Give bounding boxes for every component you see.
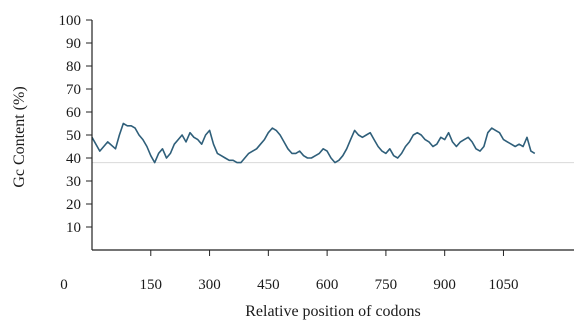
x-tick-label: 150 (140, 277, 163, 293)
x-tick-label: 1050 (488, 277, 518, 293)
y-tick-label: 10 (66, 220, 81, 236)
y-tick-label: 60 (66, 105, 81, 121)
x-axis-title: Relative position of codons (245, 303, 421, 320)
x-axis: 0 150 300 450 600 750 900 1050 (60, 249, 574, 293)
y-tick-label: 90 (66, 36, 81, 52)
x-tick-label: 0 (60, 277, 68, 293)
y-tick-label: 50 (66, 128, 81, 144)
y-tick-label: 70 (66, 82, 81, 98)
y-tick-label: 30 (66, 174, 81, 190)
y-tick-label: 20 (66, 197, 81, 213)
y-tick-label: 100 (59, 13, 82, 29)
x-tick-label: 450 (257, 277, 280, 293)
plot-area (91, 122, 574, 164)
y-tick-label: 80 (66, 59, 81, 75)
x-tick-label: 750 (375, 277, 398, 293)
y-axis-title: Gc Content (%) (11, 86, 28, 187)
y-tick-label: 40 (66, 151, 81, 167)
x-tick-label: 600 (316, 277, 339, 293)
y-axis: 10 20 30 40 50 60 70 80 90 100 (59, 13, 93, 250)
x-tick-label: 900 (433, 277, 456, 293)
gc-content-series-line (91, 122, 536, 164)
x-tick-label: 300 (198, 277, 221, 293)
